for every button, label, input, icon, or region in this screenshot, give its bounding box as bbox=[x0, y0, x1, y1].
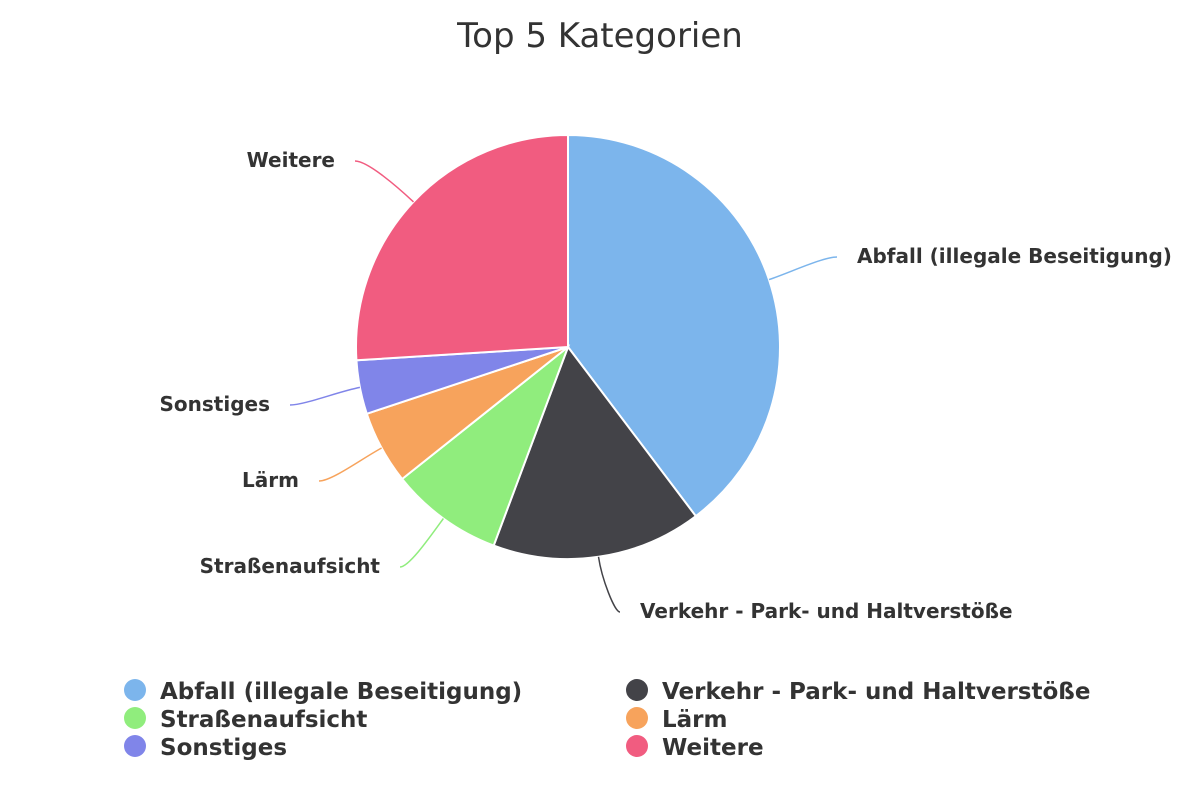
legend-label: Sonstiges bbox=[160, 735, 287, 761]
pie-slices bbox=[355, 133, 781, 560]
connector-abfall-illegale-beseitigung bbox=[768, 256, 838, 281]
legend-label: Abfall (illegale Beseitigung) bbox=[160, 679, 522, 705]
label-connectors bbox=[289, 160, 838, 613]
pie-slice-abfall-illegale-beseitigung[interactable] bbox=[567, 133, 781, 518]
data-labels: Abfall (illegale Beseitigung) Verkehr - P… bbox=[160, 148, 1172, 623]
pie-slice-verkehr-park-und-haltverstoesse[interactable] bbox=[492, 344, 698, 560]
legend-marker bbox=[124, 735, 146, 757]
connector-sonstiges bbox=[289, 386, 361, 406]
pie-slice-weitere[interactable] bbox=[355, 133, 569, 362]
legend-item-strassenaufsicht[interactable]: Straßenaufsicht bbox=[124, 707, 367, 733]
connector-strassenaufsicht bbox=[399, 518, 445, 568]
legend-item-verkehr-park-und-haltverstoesse[interactable]: Verkehr - Park- und Haltverstöße bbox=[626, 679, 1090, 705]
legend-item-weitere[interactable]: Weitere bbox=[626, 735, 764, 761]
connector-weitere bbox=[354, 160, 415, 203]
legend-label: Verkehr - Park- und Haltverstöße bbox=[662, 679, 1090, 705]
data-label-sonstiges: Sonstiges bbox=[160, 392, 271, 416]
data-label-verkehr-park-und-haltverstoesse: Verkehr - Park- und Haltverstöße bbox=[640, 599, 1013, 623]
legend-label: Weitere bbox=[662, 735, 764, 761]
legend-item-abfall-illegale-beseitigung[interactable]: Abfall (illegale Beseitigung) bbox=[124, 679, 522, 705]
data-label-weitere: Weitere bbox=[247, 148, 335, 172]
data-label-abfall-illegale-beseitigung: Abfall (illegale Beseitigung) bbox=[857, 244, 1172, 268]
legend-marker bbox=[626, 707, 648, 729]
legend-marker bbox=[124, 707, 146, 729]
chart-title: Top 5 Kategorien bbox=[456, 16, 743, 56]
legend-marker bbox=[626, 735, 648, 757]
legend-label: Straßenaufsicht bbox=[160, 707, 367, 733]
legend-label: Lärm bbox=[662, 707, 728, 733]
legend: Abfall (illegale Beseitigung) Verkehr - P… bbox=[124, 679, 1090, 761]
connector-verkehr-park-und-haltverstoesse bbox=[597, 556, 621, 613]
legend-item-laerm[interactable]: Lärm bbox=[626, 707, 728, 733]
legend-marker bbox=[626, 679, 648, 701]
legend-item-sonstiges[interactable]: Sonstiges bbox=[124, 735, 287, 761]
legend-marker bbox=[124, 679, 146, 701]
data-label-strassenaufsicht: Straßenaufsicht bbox=[200, 554, 381, 578]
data-label-laerm: Lärm bbox=[242, 468, 299, 492]
connector-laerm bbox=[318, 447, 382, 482]
